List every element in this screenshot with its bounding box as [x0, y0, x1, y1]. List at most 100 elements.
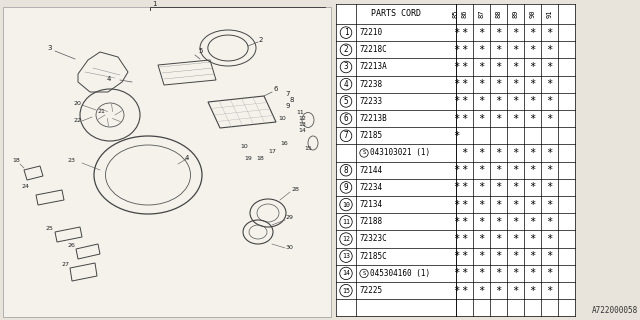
Text: *: * [453, 182, 459, 192]
Text: 15: 15 [342, 288, 350, 293]
Text: 20: 20 [74, 101, 82, 106]
Text: 5: 5 [198, 48, 202, 54]
Text: *: * [513, 182, 518, 192]
Text: 11: 11 [342, 219, 350, 225]
Text: *: * [461, 268, 468, 278]
Text: 26: 26 [68, 243, 76, 248]
Text: *: * [547, 268, 552, 278]
Text: *: * [495, 148, 502, 158]
Text: *: * [478, 62, 484, 72]
Text: *: * [495, 234, 502, 244]
Text: 8: 8 [290, 97, 294, 103]
Text: *: * [453, 96, 459, 106]
Text: *: * [513, 285, 518, 296]
Text: 16: 16 [280, 141, 288, 146]
Text: *: * [513, 45, 518, 55]
Text: *: * [495, 79, 502, 89]
Text: *: * [547, 45, 552, 55]
Text: *: * [529, 234, 536, 244]
Text: *: * [453, 285, 459, 296]
Text: 9: 9 [344, 183, 348, 192]
Text: 72213A: 72213A [359, 62, 387, 71]
Text: 043103021 (1): 043103021 (1) [369, 148, 429, 157]
Text: 88: 88 [495, 10, 502, 18]
Text: 29: 29 [286, 215, 294, 220]
Text: *: * [529, 114, 536, 124]
Text: 2: 2 [344, 45, 348, 54]
Text: *: * [513, 79, 518, 89]
Text: *: * [461, 234, 468, 244]
Text: 90: 90 [529, 10, 536, 18]
Text: *: * [513, 251, 518, 261]
Text: *: * [529, 182, 536, 192]
Text: *: * [478, 45, 484, 55]
Text: *: * [478, 79, 484, 89]
Text: *: * [478, 182, 484, 192]
Text: 72323C: 72323C [359, 235, 387, 244]
Text: *: * [478, 148, 484, 158]
Text: *: * [495, 165, 502, 175]
Text: *: * [453, 28, 459, 38]
Text: *: * [461, 114, 468, 124]
Text: *: * [478, 268, 484, 278]
Text: S: S [362, 271, 365, 276]
Text: *: * [529, 79, 536, 89]
Text: 6: 6 [273, 86, 278, 92]
Text: *: * [478, 165, 484, 175]
Bar [336, 4, 575, 316]
Text: 14: 14 [298, 128, 306, 133]
Text: *: * [547, 200, 552, 210]
Text: *: * [547, 182, 552, 192]
Text: *: * [547, 96, 552, 106]
Text: *: * [529, 165, 536, 175]
Text: 27: 27 [62, 262, 70, 267]
Text: 22: 22 [74, 118, 82, 123]
Text: *: * [529, 28, 536, 38]
Text: *: * [461, 148, 468, 158]
Text: 72185C: 72185C [359, 252, 387, 261]
Text: *: * [478, 28, 484, 38]
Text: *: * [513, 96, 518, 106]
Text: 19: 19 [244, 156, 252, 161]
Text: *: * [453, 268, 459, 278]
Text: 1: 1 [344, 28, 348, 37]
Text: *: * [547, 251, 552, 261]
Text: *: * [547, 28, 552, 38]
Text: *: * [529, 217, 536, 227]
Text: *: * [495, 28, 502, 38]
Text: 28: 28 [291, 187, 299, 192]
Text: *: * [453, 79, 459, 89]
Text: *: * [547, 79, 552, 89]
Text: *: * [495, 114, 502, 124]
Text: *: * [547, 234, 552, 244]
Text: *: * [513, 268, 518, 278]
Text: 5: 5 [344, 97, 348, 106]
Text: 21: 21 [98, 109, 106, 114]
Text: *: * [495, 217, 502, 227]
Text: 9: 9 [285, 103, 289, 109]
Text: 2: 2 [259, 37, 264, 43]
Text: *: * [513, 217, 518, 227]
Text: 30: 30 [286, 245, 294, 250]
Text: *: * [478, 200, 484, 210]
Text: *: * [495, 96, 502, 106]
Text: *: * [513, 234, 518, 244]
Text: *: * [461, 28, 468, 38]
Text: *: * [513, 148, 518, 158]
Bar [3, 7, 331, 317]
Text: A722000058: A722000058 [592, 306, 638, 315]
Text: 72134: 72134 [359, 200, 382, 209]
Text: *: * [547, 114, 552, 124]
Text: *: * [513, 28, 518, 38]
Text: *: * [453, 251, 459, 261]
Text: *: * [513, 114, 518, 124]
Text: *: * [529, 251, 536, 261]
Text: 10: 10 [278, 116, 285, 121]
Text: 24: 24 [22, 184, 30, 189]
Text: 13: 13 [298, 122, 306, 127]
Text: *: * [461, 285, 468, 296]
Text: *: * [547, 217, 552, 227]
Text: 72213B: 72213B [359, 114, 387, 123]
Text: *: * [529, 268, 536, 278]
Text: *: * [461, 96, 468, 106]
